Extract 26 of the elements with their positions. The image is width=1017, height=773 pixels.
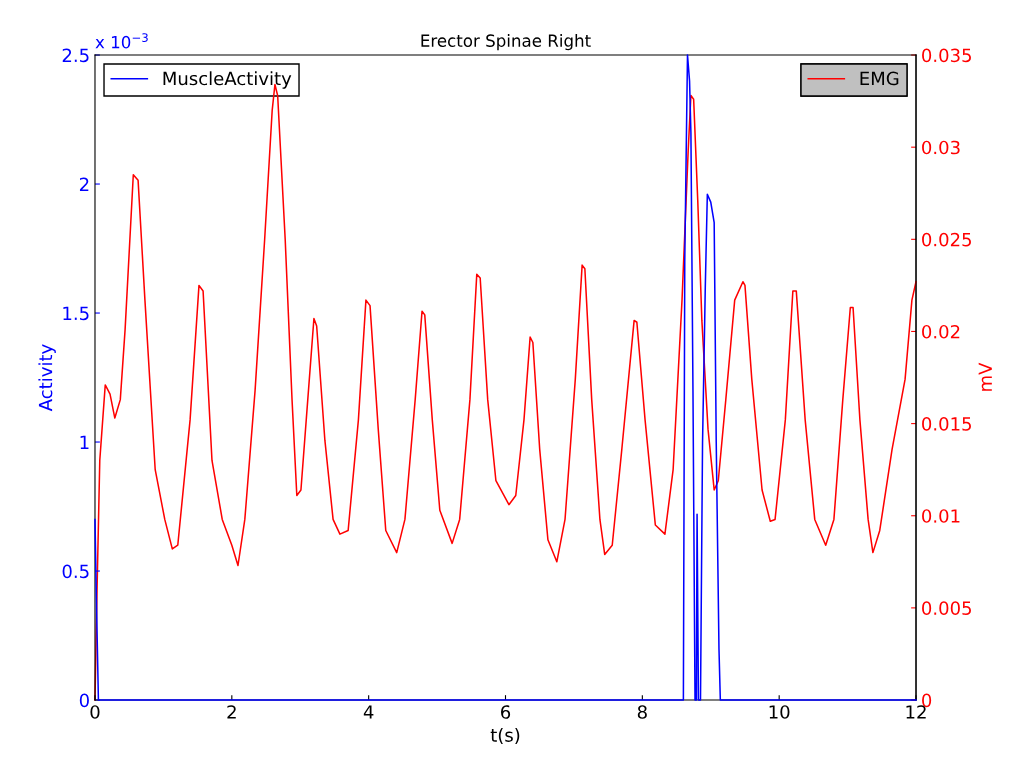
- x-tick-label: 2: [227, 705, 236, 719]
- x-axis-title: t(s): [490, 727, 520, 745]
- y2-tick-label: 0.015: [922, 417, 971, 431]
- y2-tick-label: 0.035: [922, 48, 971, 63]
- y2-tick-label: 0.025: [922, 232, 971, 247]
- y-tick-label: 2.5: [62, 48, 89, 63]
- text: x 10$^{−3}$: [95, 33, 148, 49]
- y-tick-label: 2: [79, 177, 89, 191]
- y-tick-label: 0: [79, 693, 89, 708]
- y2-tick-label: 0.02: [922, 324, 960, 339]
- chart-title: Erector Spinae Right: [421, 34, 591, 51]
- y-axis-title: Activity: [38, 344, 56, 412]
- y2-tick-label: 0.03: [922, 140, 960, 155]
- x-tick-label: 10: [769, 705, 790, 719]
- y2-tick-label: 0.01: [922, 509, 960, 523]
- legend-label: MuscleActivity: [163, 71, 292, 89]
- y-tick-label: 0.5: [62, 564, 89, 579]
- x-tick-label: 8: [637, 705, 647, 719]
- x-tick-label: 4: [363, 705, 374, 719]
- x-tick-label: 0: [90, 705, 100, 719]
- y-tick-label: 1: [80, 435, 89, 449]
- y2-axis-title: mV: [978, 362, 992, 391]
- x-tick-label: 6: [501, 705, 511, 719]
- legend-label: EMG: [860, 71, 899, 86]
- y2-tick-label: 0.005: [922, 601, 971, 615]
- y-tick-label: 1.5: [63, 306, 89, 321]
